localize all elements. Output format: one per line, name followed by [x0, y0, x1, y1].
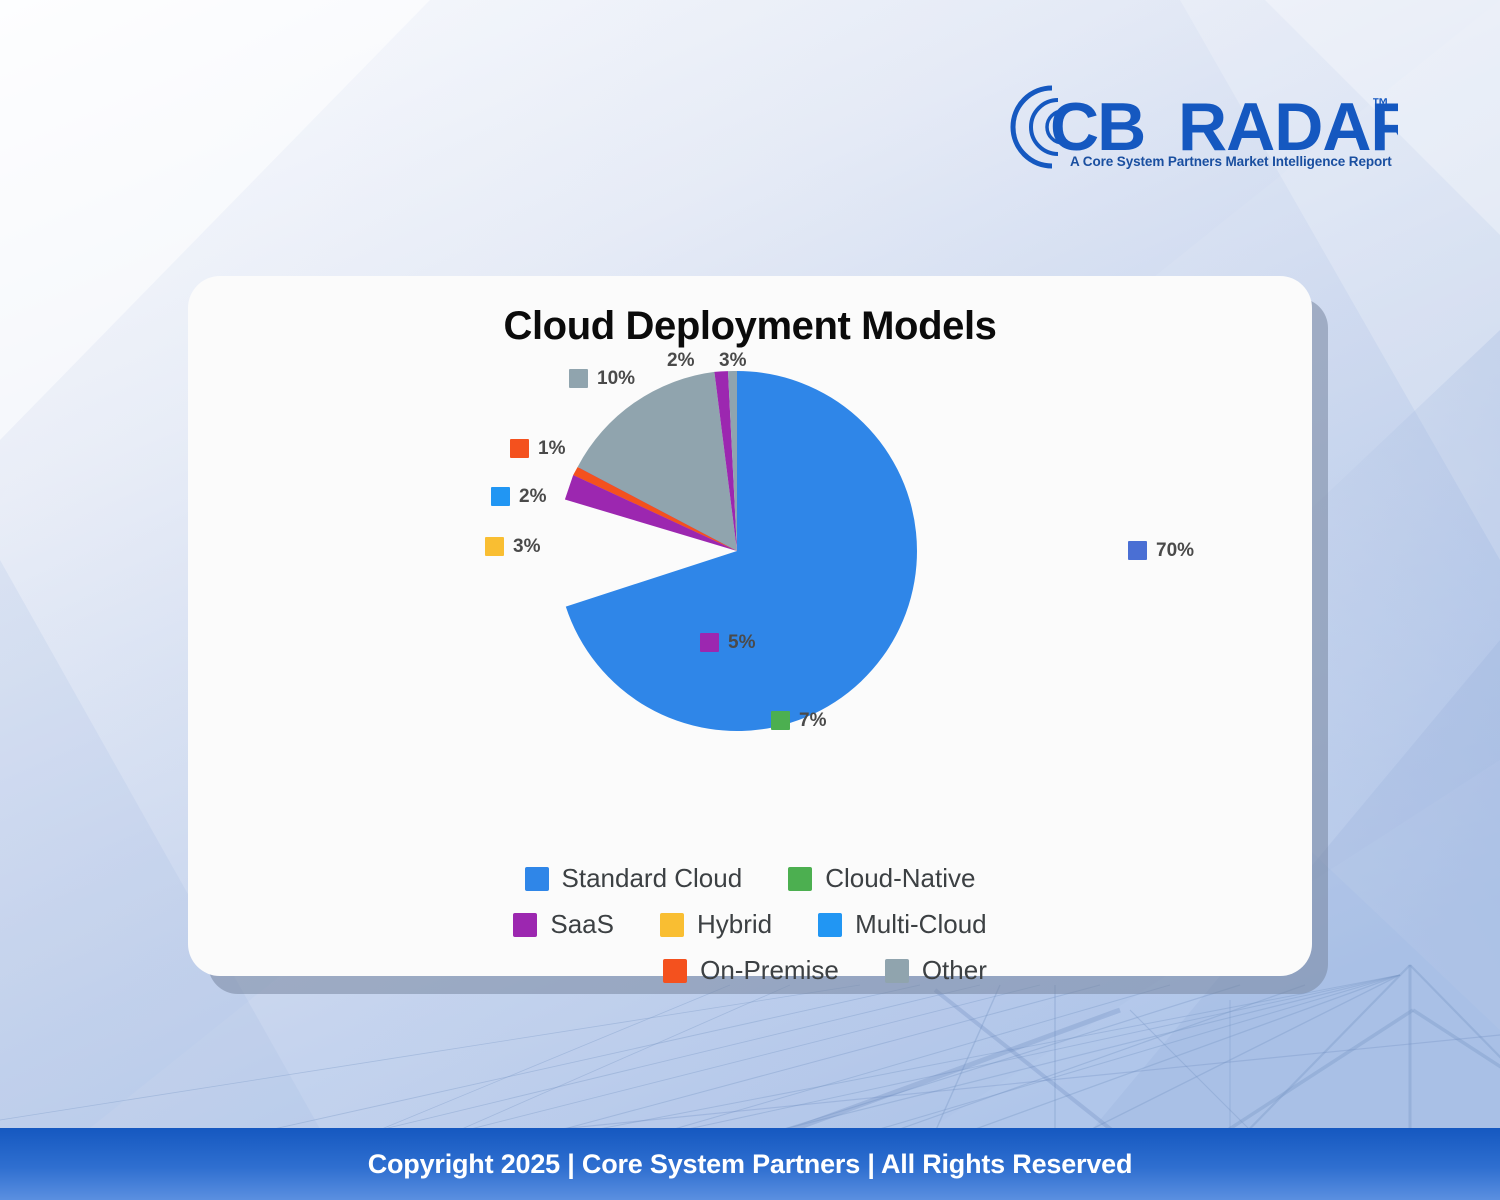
pie-chart-plot: 70% 7% 5% 3% 2% 1% 10% 2%	[188, 351, 1312, 985]
pie-label-7-swatch	[771, 711, 790, 730]
pie-label-1-text: 1%	[538, 438, 566, 459]
pie-label-2-multicloud: 2%	[491, 487, 546, 506]
pie-label-2-other: 2%	[667, 351, 694, 370]
pie-label-70-text: 70%	[1156, 540, 1195, 561]
legend-item-other[interactable]: Other	[884, 955, 987, 986]
legend-item-multi-cloud[interactable]: Multi-Cloud	[818, 909, 987, 940]
legend-swatch-standard-cloud	[524, 866, 549, 891]
pie-chart-svg	[564, 371, 917, 731]
legend-label-saas: SaaS	[550, 909, 614, 939]
pie-slice-on-premise[interactable]	[573, 467, 737, 551]
legend-swatch-other	[884, 958, 909, 983]
legend-row-3: On-Premise Other	[188, 955, 1312, 986]
pie-slice-saas-wedge[interactable]	[564, 475, 737, 551]
pie-slice-other-purple[interactable]	[714, 371, 737, 551]
pie-label-10-text: 10%	[597, 368, 636, 389]
pie-slice-other-gray-small[interactable]	[728, 371, 737, 551]
pie-label-3-hybrid-text: 3%	[513, 536, 541, 557]
svg-text:CB: CB	[1050, 89, 1144, 165]
legend-item-hybrid[interactable]: Hybrid	[659, 909, 773, 940]
legend-label-cloud-native: Cloud-Native	[825, 863, 976, 893]
pie-label-3-hybrid-swatch	[485, 537, 504, 556]
legend-item-cloud-native[interactable]: Cloud-Native	[788, 863, 975, 894]
pie-label-3-other-text: 3%	[719, 350, 747, 371]
pie-label-3-hybrid: 3%	[485, 537, 540, 556]
chart-title: Cloud Deployment Models	[503, 304, 997, 348]
pie-label-2-multicloud-swatch	[491, 487, 510, 506]
legend-label-standard-cloud: Standard Cloud	[561, 863, 743, 893]
pie-label-70-swatch	[1128, 541, 1147, 560]
legend-swatch-hybrid	[659, 912, 684, 937]
legend-item-on-premise[interactable]: On-Premise	[663, 955, 839, 986]
legend-label-multi-cloud: Multi-Cloud	[855, 909, 987, 939]
trademark-symbol: ™	[1372, 95, 1389, 114]
pie-label-2-other-text: 2%	[667, 350, 695, 371]
footer-copyright-text: Copyright 2025 | Core System Partners | …	[367, 1148, 1133, 1179]
legend-label-other: Other	[921, 955, 987, 985]
legend-swatch-on-premise	[663, 958, 688, 983]
pie-label-7-text: 7%	[799, 710, 827, 731]
pie-label-10-swatch	[569, 369, 588, 388]
pie-slice-other[interactable]	[577, 371, 737, 551]
cb-radar-logomark: CB RADAR ™	[1010, 85, 1398, 169]
pie-label-7: 7%	[771, 711, 826, 730]
pie-label-70: 70%	[1128, 541, 1194, 560]
legend-swatch-cloud-native	[788, 866, 813, 891]
chart-legend: Standard Cloud Cloud-Native SaaS Hybrid	[188, 863, 1312, 1001]
legend-row-2: SaaS Hybrid Multi-Cloud	[188, 909, 1312, 940]
pie-label-1-swatch	[510, 439, 529, 458]
brand-tagline: A Core System Partners Market Intelligen…	[1070, 154, 1392, 169]
brand-logo: CB RADAR ™ A Core System Partners Market…	[1008, 78, 1398, 178]
chart-card: Cloud Deployment Models 70%	[188, 276, 1312, 985]
pie-label-10: 10%	[569, 369, 635, 388]
pie-label-2-multicloud-text: 2%	[519, 486, 547, 507]
legend-label-on-premise: On-Premise	[700, 955, 839, 985]
legend-label-hybrid: Hybrid	[696, 909, 773, 939]
legend-item-saas[interactable]: SaaS	[513, 909, 614, 940]
legend-swatch-multi-cloud	[818, 912, 843, 937]
footer-bar: Copyright 2025 | Core System Partners | …	[0, 1128, 1500, 1200]
legend-item-standard-cloud[interactable]: Standard Cloud	[524, 863, 743, 894]
legend-swatch-saas	[513, 912, 538, 937]
pie-label-5-swatch	[700, 633, 719, 652]
legend-row-1: Standard Cloud Cloud-Native	[188, 863, 1312, 894]
pie-label-5-text: 5%	[728, 632, 756, 653]
pie-label-3-other: 3%	[719, 351, 746, 370]
pie-label-5: 5%	[700, 633, 755, 652]
pie-slice-standard-cloud[interactable]	[565, 371, 917, 731]
pie-label-1: 1%	[510, 439, 565, 458]
svg-text:RADAR: RADAR	[1178, 89, 1398, 165]
